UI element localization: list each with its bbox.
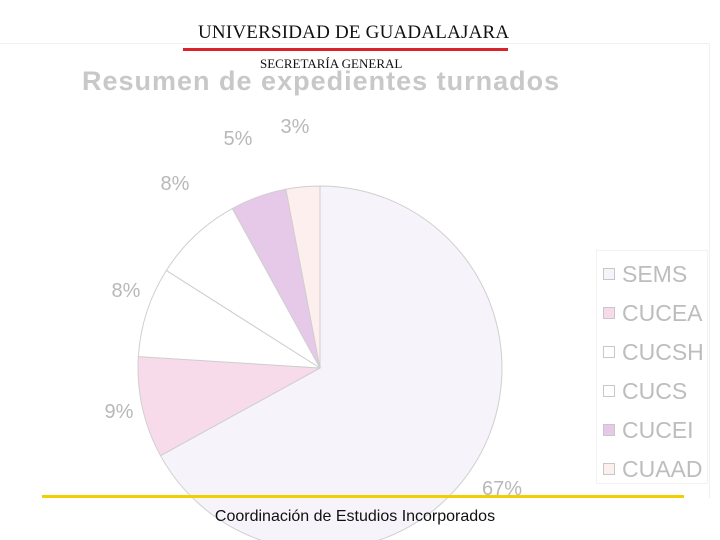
legend-label: CUAAD	[622, 455, 703, 482]
legend-swatch	[603, 463, 615, 475]
footer-text: Coordinación de Estudios Incorporados	[214, 508, 496, 525]
slide-border-top	[0, 43, 710, 44]
slide-border-right	[709, 43, 710, 498]
legend-item-cucea: CUCEA	[603, 298, 703, 328]
legend-item-cucs: CUCS	[603, 376, 687, 406]
footer-yellow-rule	[42, 495, 684, 498]
header-red-rule	[183, 48, 508, 51]
pie-label-cuaad: 3%	[281, 116, 310, 138]
pie-slice-cucsh	[137, 269, 321, 369]
chart-title: Resumen de expedientes turnados	[82, 66, 561, 96]
pie-slice-cucea	[137, 356, 322, 457]
university-name: UNIVERSIDAD DE GUADALAJARA	[198, 22, 510, 43]
pie-slice-cucs	[165, 207, 321, 369]
secretariat-name: SECRETARÍA GENERAL	[260, 56, 403, 71]
legend-label: CUCEA	[622, 299, 703, 326]
pie-label-cucei: 5%	[224, 128, 253, 150]
pie-label-cucea: 9%	[105, 401, 134, 423]
legend-item-cucsh: CUCSH	[603, 337, 704, 367]
legend-item-sems: SEMS	[603, 259, 687, 289]
legend-swatch	[603, 385, 615, 397]
legend-label: CUCSH	[622, 338, 704, 365]
chart-legend: SEMS CUCEA CUCSH CUCS CUCEI CUAAD	[596, 250, 708, 484]
legend-label: CUCS	[622, 377, 688, 404]
legend-swatch	[603, 424, 615, 436]
pie-label-cucs: 8%	[161, 173, 190, 195]
pie-label-sems: 67%	[482, 478, 522, 500]
legend-item-cuaad: CUAAD	[603, 454, 703, 484]
pie-slice-cuaad	[285, 185, 321, 369]
pie-slice-sems	[159, 185, 503, 540]
legend-label: SEMS	[622, 260, 688, 287]
legend-label: CUCEI	[622, 416, 694, 443]
legend-item-cucei: CUCEI	[603, 415, 694, 445]
legend-swatch	[603, 268, 615, 280]
legend-swatch	[603, 307, 615, 319]
legend-swatch	[603, 346, 615, 358]
pie-label-cucsh: 8%	[112, 280, 141, 302]
